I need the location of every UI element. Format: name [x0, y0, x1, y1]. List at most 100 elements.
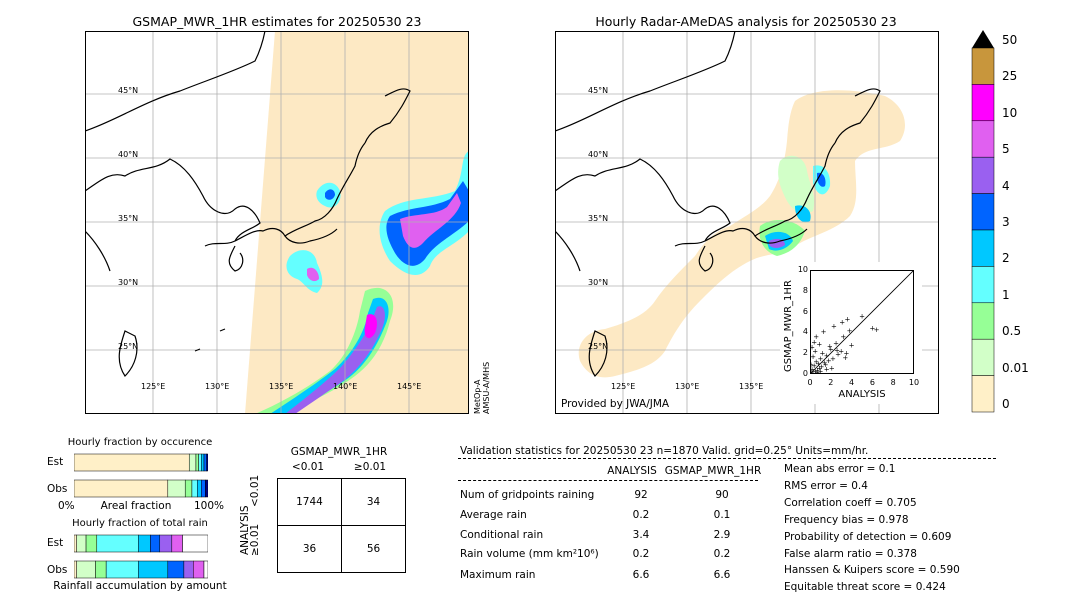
colorbar-label: 0.01	[1002, 360, 1029, 375]
contingency-row-ge: ≥0.01	[249, 523, 261, 556]
stats-row-gsmap: 0.1	[713, 509, 731, 521]
stats-row-label: Rain volume (mm km²10⁶)	[460, 548, 599, 560]
scatter-point: +	[811, 362, 817, 370]
colorbar-label: 25	[1002, 69, 1018, 84]
validation-divider-cols	[458, 480, 758, 481]
bar-segment	[203, 560, 208, 579]
colorbar-label: 2	[1002, 251, 1010, 266]
left-lon-label-130: 130°E	[205, 382, 229, 391]
bar-segment	[167, 560, 185, 579]
scatter-point: +	[816, 364, 822, 372]
scatter-x-tick: 2	[828, 378, 834, 387]
right-lon-label-130: 130°E	[675, 382, 699, 391]
bar-segment	[138, 534, 151, 553]
occurence-cat-est: Est	[47, 456, 64, 468]
bar-segment	[159, 534, 173, 553]
bar-segment	[76, 534, 87, 553]
contingency-title: GSMAP_MWR_1HR	[290, 446, 388, 458]
swath-coverage-area	[245, 31, 469, 414]
coastlines	[555, 31, 881, 377]
stats-col-gsmap: GSMAP_MWR_1HR	[664, 465, 762, 477]
scatter-point: +	[810, 353, 816, 361]
diagonal-line	[810, 270, 914, 374]
scatter-ylabel: GSMAP_MWR_1HR	[783, 280, 794, 372]
stats-col-analysis: ANALYSIS	[607, 465, 657, 477]
scatter-point: +	[840, 333, 846, 341]
stats-row-analysis: 92	[634, 489, 648, 501]
colorbar-label: 10	[1002, 105, 1018, 120]
coastlines	[85, 31, 411, 377]
bar-segment	[198, 453, 202, 472]
occurence-bars	[74, 453, 208, 498]
scatter-point: +	[810, 361, 814, 369]
score-freq-bias: Frequency bias = 0.978	[784, 514, 909, 526]
stats-row-label: Average rain	[460, 509, 527, 521]
radar-coverage-area	[578, 90, 905, 378]
scatter-y-ticks: 0 2 4 6 8 10	[794, 265, 808, 378]
totalrain-bars	[74, 534, 208, 579]
colorbar-label: 50	[1002, 33, 1018, 47]
scatter-point: +	[821, 328, 827, 336]
left-lat-label-25: 25°N	[118, 342, 138, 351]
scatter-point: +	[817, 355, 823, 363]
scatter-point: +	[816, 340, 822, 348]
scatter-point: +	[822, 359, 828, 367]
left-lat-label-45: 45°N	[118, 86, 138, 95]
scatter-point: +	[810, 368, 814, 374]
colorbar-label: 0	[1002, 397, 1010, 411]
colorbar-swatch	[971, 229, 995, 267]
scatter-x-tick: 4	[849, 378, 855, 387]
colorbar-swatch	[971, 156, 995, 194]
scatter-point: +	[859, 312, 865, 320]
scatter-point: +	[813, 333, 819, 341]
contingency-row-lt: <0.01	[249, 474, 261, 507]
scatter-points: +++++++++++++++++++++++++++++++ + ++++++++…	[810, 312, 880, 374]
totalrain-xlabel: Rainfall accumulation by amount	[53, 580, 227, 592]
occurence-cat-obs: Obs	[47, 483, 68, 495]
scatter-point: +	[847, 327, 853, 335]
score-far: False alarm ratio = 0.378	[784, 548, 917, 560]
scatter-point: +	[824, 365, 830, 373]
totalrain-cat-est: Est	[47, 537, 64, 549]
scatter-point: +	[828, 346, 834, 354]
score-ets: Equitable threat score = 0.424	[784, 581, 946, 593]
scatter-point: +	[812, 367, 818, 374]
scatter-point: +	[849, 341, 855, 349]
scatter-point: +	[843, 350, 849, 358]
score-pod: Probability of detection = 0.609	[784, 531, 952, 543]
scatter-point: +	[811, 338, 817, 346]
left-lon-label-135: 135°E	[269, 382, 293, 391]
scatter-y-tick: 8	[802, 285, 808, 295]
stats-row-analysis: 6.6	[632, 569, 650, 581]
scatter-point: +	[827, 342, 833, 350]
stats-row-label: Conditional rain	[460, 529, 544, 541]
stats-row-gsmap: 0.2	[713, 548, 731, 560]
scatter-point: +	[829, 364, 835, 372]
bar-segment	[74, 560, 77, 579]
scatter-y-tick: 10	[797, 265, 808, 274]
scatter-point: +	[824, 352, 830, 360]
stats-row-analysis: 3.4	[632, 529, 650, 541]
bar-segment	[191, 479, 198, 498]
stats-row-label: Maximum rain	[460, 569, 536, 581]
sensor-line-1: MetOp-A	[473, 379, 482, 414]
bar-segment	[85, 534, 98, 553]
stats-row-analysis: 0.2	[632, 509, 650, 521]
bar-segment	[206, 453, 208, 472]
bar-segment	[74, 479, 169, 498]
colorbar-extend-arrow	[972, 30, 994, 48]
scatter-point: +	[831, 323, 837, 331]
stats-row-label: Num of gridpoints raining	[460, 489, 595, 501]
left-lon-label-145: 145°E	[397, 382, 421, 391]
colorbar-label: 3	[1002, 215, 1010, 229]
credit-text: Provided by JWA/JMA	[561, 398, 670, 410]
bar-segment	[171, 534, 183, 553]
colorbar-swatch	[971, 338, 995, 376]
scatter-point: +	[817, 367, 823, 374]
scatter-point: +	[815, 360, 821, 368]
scatter-point: +	[826, 357, 832, 365]
occurence-xlabel: Areal fraction	[100, 500, 172, 512]
scatter-point: +	[845, 315, 851, 323]
scatter-point: +	[835, 351, 841, 359]
left-map-title: GSMAP_MWR_1HR estimates for 20250530 23	[132, 14, 422, 29]
